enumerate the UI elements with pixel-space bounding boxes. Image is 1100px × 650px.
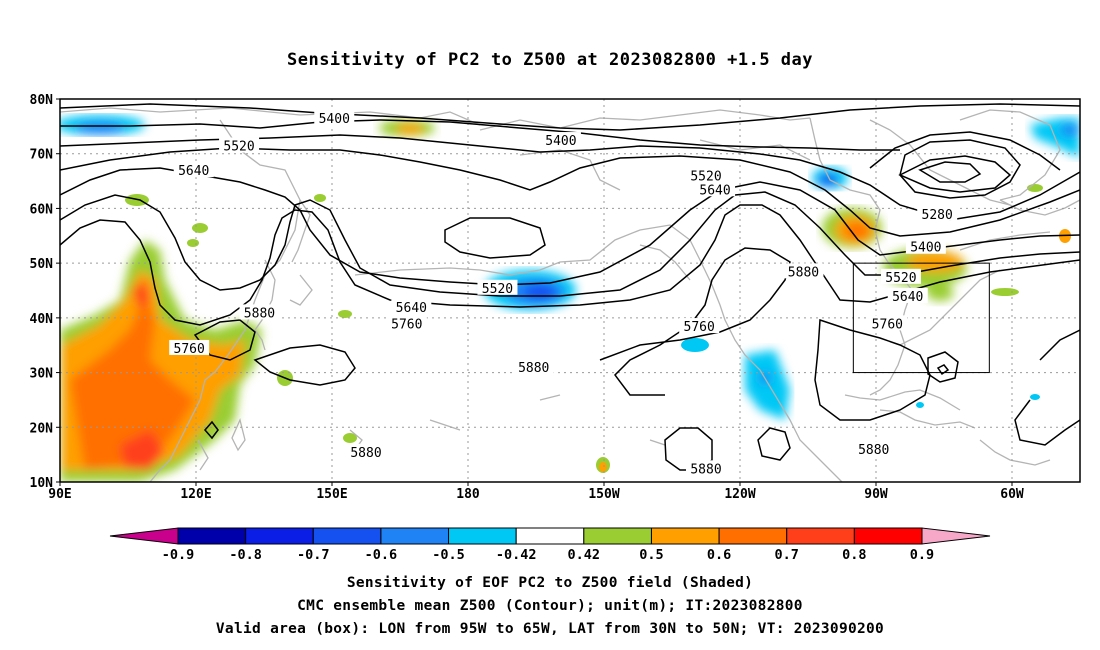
colorbar: -0.9 -0.8 -0.7 -0.6 -0.5 -0.42 0.42 0.5 0.6 0.7 0.… <box>109 527 991 563</box>
contour-label-bg <box>219 137 260 153</box>
lat-tick-label: 50N <box>30 257 54 272</box>
contour-label: 5880 <box>858 443 889 458</box>
lat-tick-label: 40N <box>30 312 54 327</box>
contour-label: 5880 <box>788 265 819 280</box>
lon-tick-label: 90E <box>48 487 71 502</box>
contour-label: 5400 <box>319 112 350 127</box>
caption-line-2: CMC ensemble mean Z500 (Contour); unit(m… <box>297 598 803 614</box>
colorbar-label: -0.8 <box>229 547 262 563</box>
lat-tick-label: 70N <box>30 148 54 163</box>
colorbar-label: -0.6 <box>365 547 398 563</box>
contour-label: 5520 <box>223 140 254 155</box>
caption-line-1: Sensitivity of EOF PC2 to Z500 field (Sh… <box>346 575 754 591</box>
colorbar-swatch <box>245 527 314 545</box>
lat-tick-label: 60N <box>30 202 54 217</box>
lon-tick-label: 150W <box>588 487 619 502</box>
contour-label-bg <box>783 263 824 279</box>
contour-label-bg <box>867 315 908 331</box>
colorbar-swatch <box>786 527 855 545</box>
colorbar-left-arrow <box>109 527 179 545</box>
colorbar-label: 0.6 <box>707 547 731 563</box>
lon-tick-label: 120E <box>180 487 211 502</box>
colorbar-swatch <box>448 527 517 545</box>
z500-contours <box>60 103 1080 471</box>
colorbar-swatch <box>583 527 652 545</box>
graticule <box>60 99 1080 482</box>
colorbar-right-arrow <box>921 527 991 545</box>
lon-tick-label: 120W <box>724 487 755 502</box>
contour-label: 5880 <box>518 361 549 376</box>
contour-label: 5520 <box>885 271 916 286</box>
contour-label: 5880 <box>244 306 275 321</box>
map-frame <box>59 98 1081 483</box>
contour-label-bg <box>917 205 958 221</box>
contour-label: 5640 <box>699 183 730 198</box>
contour-label-bg <box>169 339 210 355</box>
contour-label-bg <box>391 298 432 314</box>
contour-label: 5400 <box>545 134 576 149</box>
contour-label-bg <box>540 132 581 148</box>
lon-tick-label: 180 <box>456 487 480 502</box>
contour-label: 5760 <box>872 317 903 332</box>
contour-label-bg <box>513 359 554 375</box>
contour-label: 5880 <box>690 462 721 477</box>
colorbar-label: 0.42 <box>568 547 601 563</box>
lon-tick-label: 150E <box>316 487 347 502</box>
contour-label: 5760 <box>174 342 205 357</box>
colorbar-label: -0.7 <box>297 547 330 563</box>
colorbar-label: 0.8 <box>842 547 866 563</box>
lat-tick-label: 10N <box>30 476 54 491</box>
contour-label: 5760 <box>684 320 715 335</box>
contour-label-bg <box>346 443 386 459</box>
contour-label: 5520 <box>690 170 721 185</box>
lat-tick-label: 20N <box>30 421 54 436</box>
contour-label-bg <box>880 268 921 284</box>
colorbar-label: 0.7 <box>775 547 799 563</box>
colorbar-swatch <box>515 527 585 545</box>
contour-label-bg <box>686 460 726 476</box>
colorbar-label: -0.42 <box>496 547 537 563</box>
contour-label-bg <box>239 304 280 320</box>
contour-label-bg <box>173 162 214 178</box>
caption-line-3: Valid area (box): LON from 95W to 65W, L… <box>215 621 885 637</box>
colorbar-label: -0.9 <box>162 547 195 563</box>
lon-tick-label: 90W <box>864 487 888 502</box>
colorbar-swatch <box>650 527 720 545</box>
colorbar-label: 0.9 <box>910 547 934 563</box>
map-title: Sensitivity of PC2 to Z500 at 2023082800… <box>286 50 813 70</box>
contour-label: 5520 <box>482 282 513 297</box>
colorbar-swatch <box>312 527 382 545</box>
contour-label-bg <box>686 167 726 183</box>
lat-tick-label: 80N <box>30 93 54 108</box>
colorbar-swatch <box>380 527 450 545</box>
contour-label: 5760 <box>391 317 422 332</box>
colorbar-swatch <box>853 527 923 545</box>
contour-label-bg <box>853 441 894 457</box>
contour-label-bg <box>887 287 928 303</box>
colorbar-swatch <box>718 527 788 545</box>
contour-label: 5880 <box>350 446 381 461</box>
valid-area-box <box>852 262 990 374</box>
contour-label: 5400 <box>910 241 941 256</box>
contour-label-bg <box>477 279 518 295</box>
contour-label: 5280 <box>922 208 953 223</box>
contour-label-bg <box>905 238 946 254</box>
contour-label: 5640 <box>892 290 923 305</box>
contour-label-bg <box>314 110 355 126</box>
lat-tick-label: 30N <box>30 367 54 382</box>
colorbar-label: -0.5 <box>432 547 465 563</box>
contour-label: 5640 <box>178 164 209 179</box>
contour-label-bg <box>679 318 720 334</box>
contour-label-bg <box>386 315 427 331</box>
colorbar-label: 0.5 <box>639 547 663 563</box>
colorbar-swatch <box>177 527 247 545</box>
contour-label: 5640 <box>396 301 427 316</box>
contour-label-bg <box>695 181 736 197</box>
lon-tick-label: 60W <box>1000 487 1024 502</box>
